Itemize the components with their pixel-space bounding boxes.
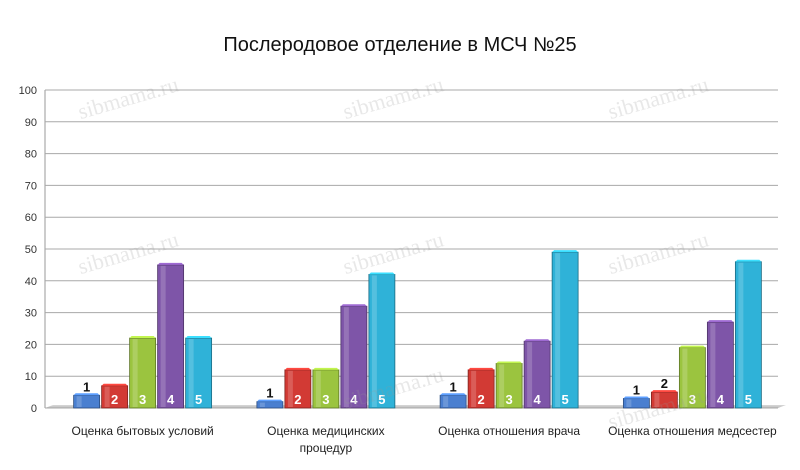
bar-highlight <box>259 402 265 407</box>
bar <box>523 340 551 409</box>
bar-series-label: 1 <box>450 379 457 394</box>
bar-highlight <box>682 348 688 407</box>
bar-series-label: 2 <box>111 392 118 407</box>
bar-series-label: 2 <box>661 376 668 391</box>
bar-top <box>651 390 678 393</box>
bar-highlight <box>527 342 533 407</box>
bar-highlight <box>471 370 477 407</box>
bar-highlight <box>499 364 505 407</box>
bar-top <box>157 262 184 265</box>
grid-layer <box>44 89 786 409</box>
bar-series-label: 2 <box>478 392 485 407</box>
bar-series-label: 3 <box>322 392 329 407</box>
bar <box>312 369 340 409</box>
bar-series-label: 1 <box>633 382 640 397</box>
bar-series-label: 1 <box>266 386 273 401</box>
bar-series-label: 4 <box>717 392 725 407</box>
bar <box>734 261 762 409</box>
bar-top <box>679 345 706 348</box>
bar-series-label: 5 <box>195 392 202 407</box>
bar-top <box>340 304 367 307</box>
bar-top <box>496 361 523 364</box>
bar-highlight <box>160 265 166 407</box>
bar-top <box>312 367 339 370</box>
bar-top <box>552 250 579 253</box>
bar-series-label: 3 <box>506 392 513 407</box>
x-category-label: Оценка отношения медсестер <box>608 424 777 438</box>
bar-highlight <box>443 396 449 407</box>
bar-top <box>284 367 311 370</box>
bar-top <box>468 367 495 370</box>
bar <box>157 264 185 409</box>
bar <box>340 305 368 409</box>
bar-highlight <box>104 386 110 407</box>
bar-highlight <box>343 307 349 407</box>
y-tick-label: 50 <box>25 244 37 256</box>
bar-highlight <box>188 339 194 407</box>
bar <box>185 337 213 409</box>
bar-series-label: 5 <box>745 392 752 407</box>
y-tick-label: 10 <box>25 371 37 383</box>
bar-highlight <box>132 339 138 407</box>
bar-highlight <box>710 323 716 407</box>
bar-highlight <box>287 370 293 407</box>
bar-top <box>707 320 734 323</box>
bar-highlight <box>626 399 632 407</box>
bar <box>368 274 396 409</box>
bar-series-label: 4 <box>534 392 542 407</box>
bar-top <box>440 393 467 396</box>
bar-series-label: 4 <box>350 392 358 407</box>
y-tick-label: 80 <box>25 149 37 161</box>
bar-top <box>735 259 762 262</box>
bar-top <box>101 383 128 386</box>
x-category-label: Оценка бытовых условий <box>71 424 214 438</box>
bar-series-label: 5 <box>378 392 385 407</box>
bar-top <box>623 396 650 399</box>
bar-series-label: 5 <box>562 392 569 407</box>
bar-top <box>256 399 283 402</box>
bar-highlight <box>654 393 660 407</box>
y-tick-label: 20 <box>25 339 37 351</box>
bar-top <box>129 336 156 339</box>
y-tick-label: 100 <box>19 85 37 97</box>
y-tick-label: 40 <box>25 276 37 288</box>
y-tick-label: 30 <box>25 308 37 320</box>
y-tick-label: 60 <box>25 212 37 224</box>
bar-highlight <box>76 396 82 407</box>
bar <box>467 369 495 409</box>
bar-top <box>73 393 100 396</box>
y-tick-label: 70 <box>25 180 37 192</box>
bar <box>129 337 157 409</box>
bar <box>706 321 734 409</box>
chart-floor <box>45 405 786 408</box>
chart-title: Послеродовое отделение в МСЧ №25 <box>223 34 577 56</box>
x-category-label: Оценка отношения врача <box>438 424 581 438</box>
bar-highlight <box>371 275 377 407</box>
bar-top <box>368 272 395 275</box>
bar <box>678 347 706 409</box>
y-tick-label: 90 <box>25 117 37 129</box>
bar-top <box>524 339 551 342</box>
bar-series-label: 4 <box>167 392 175 407</box>
bars-layer <box>73 250 762 409</box>
bar-series-label: 3 <box>139 392 146 407</box>
labels-layer: 0 10 20 30 40 50 60 70 80 90 100 1 1 1 1 2 2 2 2 3 3 3 3 4 4 4 4 5 5… <box>19 85 752 415</box>
y-tick-label: 0 <box>31 403 37 415</box>
bar-top <box>185 336 212 339</box>
bar <box>284 369 312 409</box>
bar-series-label: 3 <box>689 392 696 407</box>
bar-highlight <box>315 370 321 407</box>
bar-series-label: 2 <box>294 392 301 407</box>
bar-highlight <box>555 253 561 407</box>
bar-series-label: 1 <box>83 379 90 394</box>
x-category-label: Оценка медицинских процедур <box>267 424 385 455</box>
bar-highlight <box>738 262 744 407</box>
